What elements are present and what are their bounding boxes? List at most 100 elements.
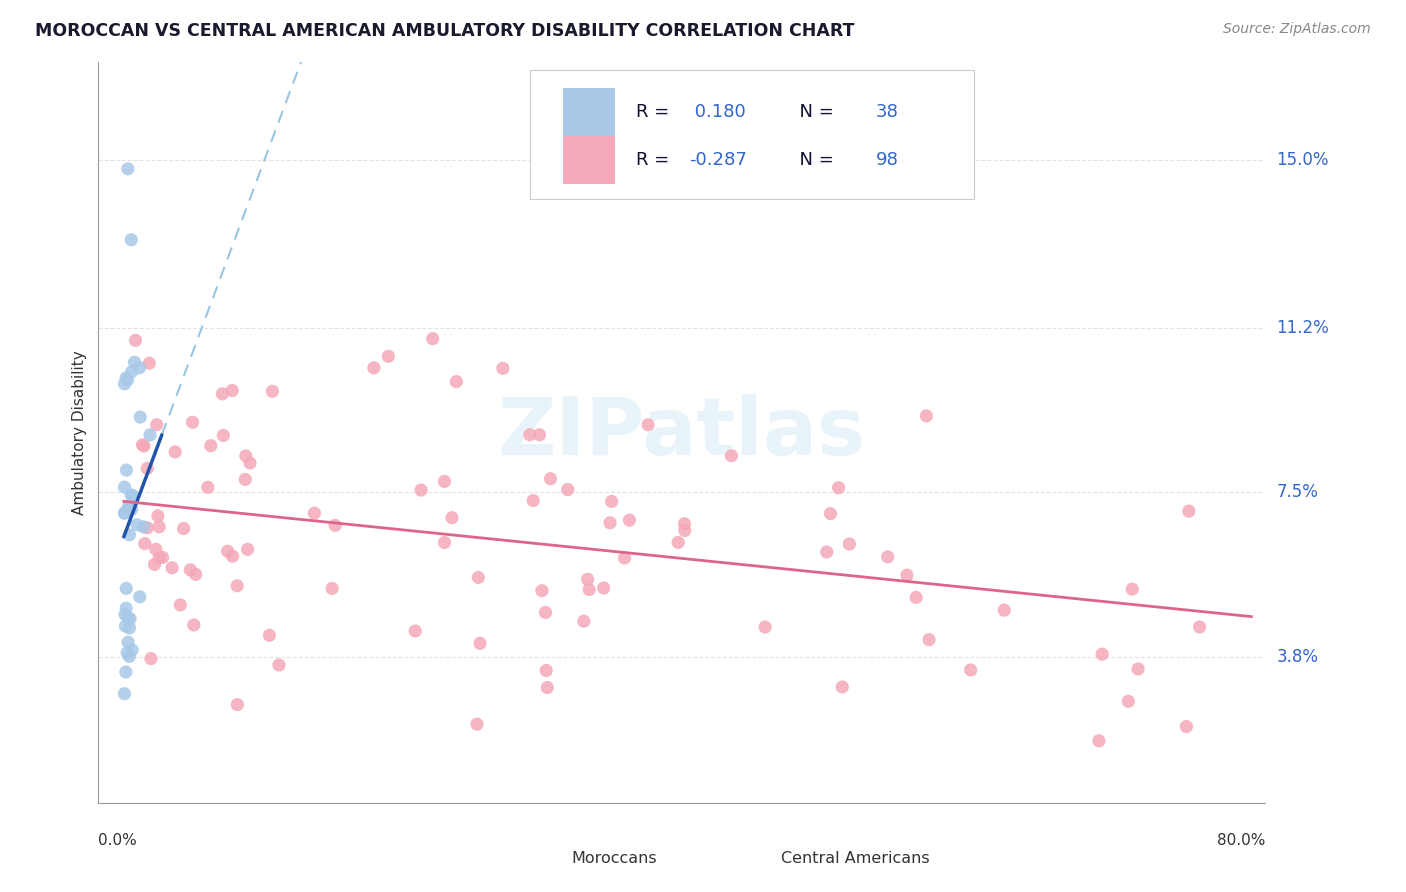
Point xyxy=(827,481,849,495)
Point xyxy=(117,161,139,176)
Point xyxy=(905,591,928,605)
Point xyxy=(538,472,561,486)
Point xyxy=(637,417,659,432)
Point xyxy=(226,579,249,593)
Point xyxy=(1126,662,1149,676)
Point xyxy=(720,449,742,463)
Point xyxy=(115,665,138,679)
Point xyxy=(599,516,621,530)
Point xyxy=(136,521,159,535)
Point xyxy=(236,542,259,557)
Point xyxy=(183,618,205,632)
Point xyxy=(165,445,187,459)
Point xyxy=(1091,647,1114,661)
Text: N =: N = xyxy=(789,103,839,120)
Point xyxy=(152,550,174,565)
Point xyxy=(125,517,148,532)
Point xyxy=(128,590,150,604)
Point xyxy=(114,376,136,391)
Point xyxy=(184,567,207,582)
Point xyxy=(600,494,623,508)
Point xyxy=(259,628,281,642)
Point xyxy=(134,536,156,550)
Point xyxy=(115,601,138,615)
Point xyxy=(673,524,696,538)
Point xyxy=(1178,504,1201,518)
Point xyxy=(239,456,262,470)
Point xyxy=(363,360,385,375)
Text: 7.5%: 7.5% xyxy=(1277,483,1319,501)
Text: N =: N = xyxy=(789,151,839,169)
Text: -0.287: -0.287 xyxy=(689,151,747,169)
Point xyxy=(115,646,138,660)
Point xyxy=(118,499,141,513)
Point xyxy=(235,449,257,463)
Point xyxy=(1188,620,1211,634)
Point xyxy=(118,649,141,664)
Point xyxy=(139,651,162,665)
Point xyxy=(831,680,853,694)
Point xyxy=(120,612,142,626)
Point xyxy=(181,415,204,429)
Text: 15.0%: 15.0% xyxy=(1277,151,1329,169)
Point xyxy=(173,521,195,535)
Point xyxy=(534,606,557,620)
Point xyxy=(179,563,201,577)
Point xyxy=(1175,720,1198,734)
Point xyxy=(145,542,167,557)
Point xyxy=(1121,582,1143,596)
Text: MOROCCAN VS CENTRAL AMERICAN AMBULATORY DISABILITY CORRELATION CHART: MOROCCAN VS CENTRAL AMERICAN AMBULATORY … xyxy=(35,22,855,40)
Point xyxy=(138,356,160,370)
Point xyxy=(323,518,346,533)
Point xyxy=(148,520,170,534)
Point xyxy=(221,549,243,564)
Point xyxy=(896,568,918,582)
Point xyxy=(673,516,696,531)
Point xyxy=(226,698,249,712)
Point xyxy=(557,483,579,497)
Point xyxy=(131,438,153,452)
FancyBboxPatch shape xyxy=(562,136,616,184)
Point xyxy=(536,681,558,695)
Point xyxy=(136,461,159,475)
Point xyxy=(409,483,432,497)
Point xyxy=(120,233,142,247)
Point xyxy=(820,507,842,521)
Text: Source: ZipAtlas.com: Source: ZipAtlas.com xyxy=(1223,22,1371,37)
Point xyxy=(529,427,551,442)
Point xyxy=(519,427,541,442)
Point xyxy=(139,427,162,442)
Point xyxy=(117,373,139,387)
Point xyxy=(321,582,343,596)
Point xyxy=(132,520,155,534)
FancyBboxPatch shape xyxy=(562,87,616,136)
Point xyxy=(121,488,143,502)
Point xyxy=(404,624,426,638)
Point xyxy=(1116,694,1139,708)
Point xyxy=(212,428,235,442)
Point xyxy=(117,610,139,624)
Point xyxy=(120,488,142,502)
Point xyxy=(592,581,614,595)
Point xyxy=(114,687,136,701)
Point xyxy=(128,360,150,375)
Point xyxy=(114,506,136,520)
Point xyxy=(132,439,155,453)
Point xyxy=(217,544,239,558)
Point xyxy=(522,493,544,508)
Point xyxy=(160,561,183,575)
Point xyxy=(530,583,553,598)
Point xyxy=(267,658,290,673)
Text: 11.2%: 11.2% xyxy=(1277,319,1329,337)
Point xyxy=(433,535,456,549)
Point xyxy=(468,636,491,650)
Point xyxy=(114,506,136,520)
Text: 98: 98 xyxy=(876,151,898,169)
Point xyxy=(433,475,456,489)
Point xyxy=(118,500,141,514)
Point xyxy=(169,598,191,612)
Point xyxy=(121,365,143,379)
Point xyxy=(115,371,138,385)
Point xyxy=(446,375,468,389)
Point xyxy=(754,620,776,634)
